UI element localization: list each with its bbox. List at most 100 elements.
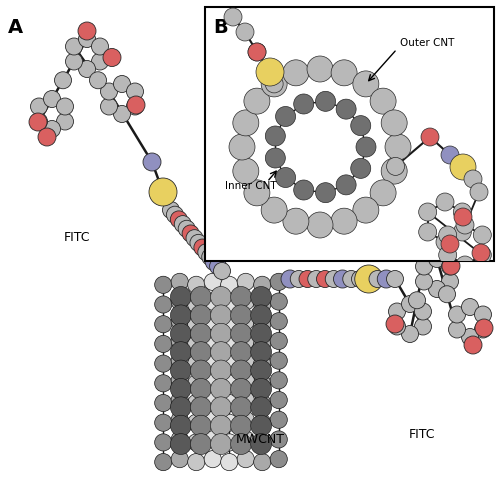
Circle shape [270, 293, 287, 311]
Circle shape [224, 9, 242, 27]
Circle shape [454, 224, 471, 242]
Circle shape [436, 194, 454, 212]
Circle shape [456, 216, 474, 235]
Circle shape [388, 318, 406, 335]
Circle shape [210, 397, 232, 418]
Circle shape [198, 244, 215, 261]
Circle shape [356, 138, 376, 158]
Circle shape [233, 159, 259, 185]
Circle shape [474, 246, 492, 264]
Circle shape [254, 277, 271, 294]
Circle shape [220, 394, 238, 412]
Circle shape [283, 209, 309, 235]
Circle shape [474, 306, 492, 323]
Circle shape [448, 321, 466, 338]
Circle shape [442, 258, 458, 275]
Circle shape [154, 375, 172, 392]
Circle shape [210, 360, 232, 381]
Circle shape [270, 372, 287, 389]
Circle shape [149, 179, 177, 207]
Circle shape [388, 303, 406, 320]
Circle shape [204, 274, 222, 291]
Circle shape [154, 277, 172, 294]
Circle shape [92, 39, 108, 56]
Circle shape [442, 257, 460, 275]
Circle shape [250, 434, 272, 454]
Circle shape [190, 324, 212, 345]
Circle shape [462, 299, 478, 316]
Circle shape [369, 271, 386, 288]
Circle shape [188, 296, 205, 314]
Circle shape [281, 271, 299, 288]
Circle shape [90, 73, 106, 90]
Circle shape [126, 84, 144, 101]
Circle shape [188, 277, 205, 294]
Circle shape [230, 434, 252, 454]
Circle shape [204, 333, 222, 350]
Circle shape [127, 97, 145, 115]
Circle shape [270, 333, 287, 350]
Circle shape [171, 274, 188, 291]
Circle shape [166, 207, 184, 224]
Circle shape [66, 54, 82, 71]
Circle shape [248, 44, 266, 62]
Circle shape [230, 324, 252, 345]
Circle shape [350, 159, 370, 179]
Circle shape [188, 355, 205, 372]
Circle shape [210, 415, 232, 436]
Circle shape [171, 431, 188, 448]
Circle shape [237, 293, 254, 311]
Circle shape [254, 316, 271, 333]
Circle shape [442, 273, 458, 290]
Circle shape [171, 411, 188, 428]
Circle shape [44, 91, 60, 108]
Circle shape [350, 116, 370, 136]
Circle shape [154, 394, 172, 412]
Circle shape [30, 114, 48, 131]
Circle shape [103, 49, 121, 67]
Circle shape [204, 411, 222, 428]
Circle shape [170, 212, 188, 228]
Circle shape [428, 281, 446, 298]
Circle shape [210, 305, 232, 326]
Circle shape [44, 121, 60, 138]
Circle shape [154, 335, 172, 353]
Circle shape [456, 257, 474, 274]
Circle shape [188, 375, 205, 392]
Circle shape [190, 360, 212, 381]
Circle shape [416, 258, 432, 275]
Text: FITC: FITC [64, 231, 90, 244]
Circle shape [237, 451, 254, 468]
Circle shape [254, 355, 271, 372]
Circle shape [386, 271, 404, 288]
Circle shape [336, 100, 356, 120]
Circle shape [220, 296, 238, 314]
Circle shape [270, 313, 287, 330]
Circle shape [276, 168, 295, 188]
Circle shape [244, 181, 270, 206]
Circle shape [143, 154, 161, 172]
Circle shape [204, 431, 222, 448]
Circle shape [261, 72, 287, 98]
Circle shape [402, 326, 418, 343]
Circle shape [343, 271, 360, 288]
Circle shape [114, 76, 130, 93]
Circle shape [100, 84, 117, 101]
Circle shape [114, 106, 130, 123]
Circle shape [438, 246, 456, 264]
Circle shape [170, 415, 192, 436]
Circle shape [188, 414, 205, 431]
Circle shape [220, 454, 238, 471]
Circle shape [254, 296, 271, 314]
Circle shape [378, 271, 395, 288]
Circle shape [336, 176, 356, 196]
Circle shape [220, 414, 238, 431]
Circle shape [386, 158, 404, 176]
Circle shape [170, 324, 192, 345]
Circle shape [308, 271, 325, 288]
Circle shape [230, 287, 252, 308]
Circle shape [190, 397, 212, 418]
Circle shape [370, 181, 396, 206]
Circle shape [385, 135, 411, 161]
Circle shape [294, 95, 314, 115]
